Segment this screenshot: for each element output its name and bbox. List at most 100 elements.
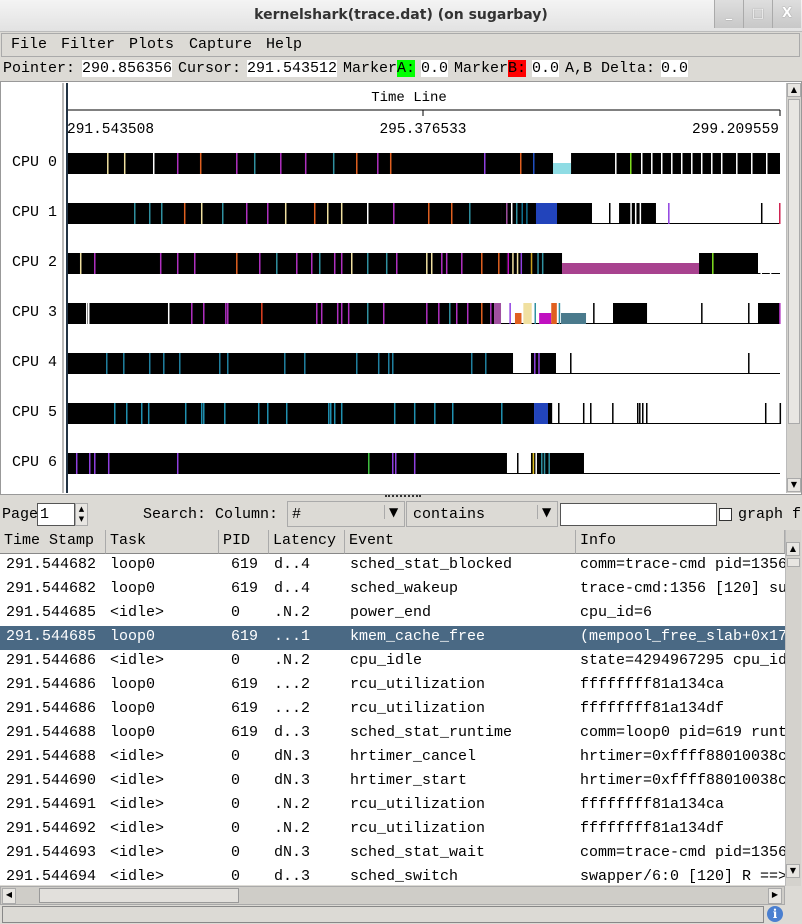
event-mark[interactable] [267, 203, 269, 224]
event-mark[interactable] [236, 153, 238, 174]
event-mark[interactable] [329, 403, 332, 424]
event-mark[interactable] [541, 453, 543, 474]
event-mark[interactable] [507, 253, 510, 274]
spin-up-icon[interactable]: ▲ [78, 505, 85, 513]
table-row[interactable]: 291.544692 <idle> 0 .N.2 rcu_utilization ffff… [0, 818, 785, 842]
event-mark[interactable] [452, 403, 454, 424]
page-spinner[interactable]: ▲ ▼ [75, 503, 88, 526]
table-row[interactable]: 291.544686 loop0 619 ...2 rcu_utilization fff… [0, 674, 785, 698]
event-mark[interactable] [520, 253, 523, 274]
menu-capture[interactable]: Capture [189, 36, 253, 53]
event-mark[interactable] [340, 403, 343, 424]
event-mark[interactable] [224, 403, 226, 424]
event-mark[interactable] [779, 303, 781, 324]
task-segment[interactable] [523, 303, 532, 324]
event-mark[interactable] [441, 253, 443, 274]
event-mark[interactable] [159, 253, 162, 274]
event-mark[interactable] [558, 403, 560, 424]
event-mark[interactable] [764, 403, 767, 424]
event-mark[interactable] [356, 153, 358, 174]
event-mark[interactable] [194, 253, 196, 274]
column-header-task[interactable]: Task [106, 530, 219, 554]
event-mark[interactable] [183, 203, 186, 224]
event-mark[interactable] [521, 203, 523, 224]
event-mark[interactable] [79, 253, 82, 274]
event-mark[interactable] [765, 153, 768, 174]
event-mark[interactable] [593, 303, 595, 324]
scroll-down-icon[interactable]: ▼ [787, 478, 801, 492]
event-mark[interactable] [179, 353, 181, 374]
event-mark[interactable] [327, 203, 329, 224]
event-mark[interactable] [94, 253, 96, 274]
event-mark[interactable] [86, 303, 88, 324]
event-mark[interactable] [280, 153, 282, 174]
event-mark[interactable] [200, 203, 203, 224]
table-row[interactable]: 291.544693 <idle> 0 dN.3 sched_stat_wait comm… [0, 842, 785, 866]
event-mark[interactable] [304, 153, 307, 174]
event-mark[interactable] [526, 203, 528, 224]
task-segment[interactable] [514, 313, 522, 324]
event-mark[interactable] [392, 453, 394, 474]
event-mark[interactable] [760, 253, 763, 274]
event-mark[interactable] [548, 453, 550, 474]
event-mark[interactable] [481, 253, 483, 274]
event-mark[interactable] [227, 353, 229, 374]
task-segment[interactable] [561, 313, 587, 324]
event-mark[interactable] [385, 253, 388, 274]
table-row[interactable]: 291.544686 loop0 619 ...2 rcu_utilization fff… [0, 698, 785, 722]
event-mark[interactable] [449, 303, 451, 324]
task-segment[interactable] [66, 253, 507, 274]
event-mark[interactable] [469, 203, 471, 224]
page-input[interactable]: 1 [37, 503, 75, 526]
event-mark[interactable] [88, 453, 91, 474]
event-mark[interactable] [392, 353, 394, 374]
scroll-right-icon[interactable]: ▶ [768, 888, 782, 904]
event-mark[interactable] [438, 303, 440, 324]
event-mark[interactable] [340, 303, 343, 324]
task-segment[interactable] [66, 303, 495, 324]
event-mark[interactable] [176, 153, 179, 174]
event-mark[interactable] [711, 153, 713, 174]
scroll-up-icon[interactable]: ▲ [786, 542, 800, 556]
task-segment[interactable] [547, 403, 553, 424]
event-mark[interactable] [134, 203, 136, 224]
menu-filter[interactable]: Filter [61, 36, 116, 53]
event-mark[interactable] [668, 203, 670, 224]
marker-b-button[interactable]: B: [508, 60, 527, 77]
event-mark[interactable] [320, 303, 323, 324]
event-mark[interactable] [630, 203, 632, 224]
column-header-info[interactable]: Info [576, 530, 785, 554]
event-mark[interactable] [366, 203, 369, 224]
event-mark[interactable] [481, 303, 483, 324]
event-mark[interactable] [630, 153, 632, 174]
event-mark[interactable] [413, 403, 416, 424]
event-mark[interactable] [377, 153, 379, 174]
column-select[interactable]: # ▼ [287, 501, 405, 527]
task-segment[interactable] [506, 253, 563, 274]
event-mark[interactable] [582, 403, 585, 424]
event-mark[interactable] [615, 153, 617, 174]
event-mark[interactable] [199, 153, 202, 174]
event-mark[interactable] [712, 253, 714, 274]
event-mark[interactable] [590, 403, 592, 424]
menu-file[interactable]: File [11, 36, 48, 53]
task-segment[interactable] [539, 313, 552, 324]
graph-checkbox[interactable] [719, 508, 732, 521]
event-mark[interactable] [225, 303, 227, 324]
event-mark[interactable] [533, 153, 535, 174]
event-mark[interactable] [509, 303, 511, 324]
event-mark[interactable] [203, 303, 205, 324]
event-mark[interactable] [558, 303, 561, 324]
event-mark[interactable] [75, 453, 78, 474]
event-mark[interactable] [634, 203, 637, 224]
event-mark[interactable] [450, 203, 453, 224]
event-mark[interactable] [368, 453, 370, 474]
event-mark[interactable] [332, 153, 335, 174]
event-mark[interactable] [515, 203, 518, 224]
event-mark[interactable] [543, 453, 546, 474]
event-mark[interactable] [167, 303, 170, 324]
table-row[interactable]: 291.544691 <idle> 0 .N.2 rcu_utilization ffff… [0, 794, 785, 818]
event-mark[interactable] [426, 253, 428, 274]
event-mark[interactable] [140, 403, 143, 424]
event-mark[interactable] [642, 403, 644, 424]
